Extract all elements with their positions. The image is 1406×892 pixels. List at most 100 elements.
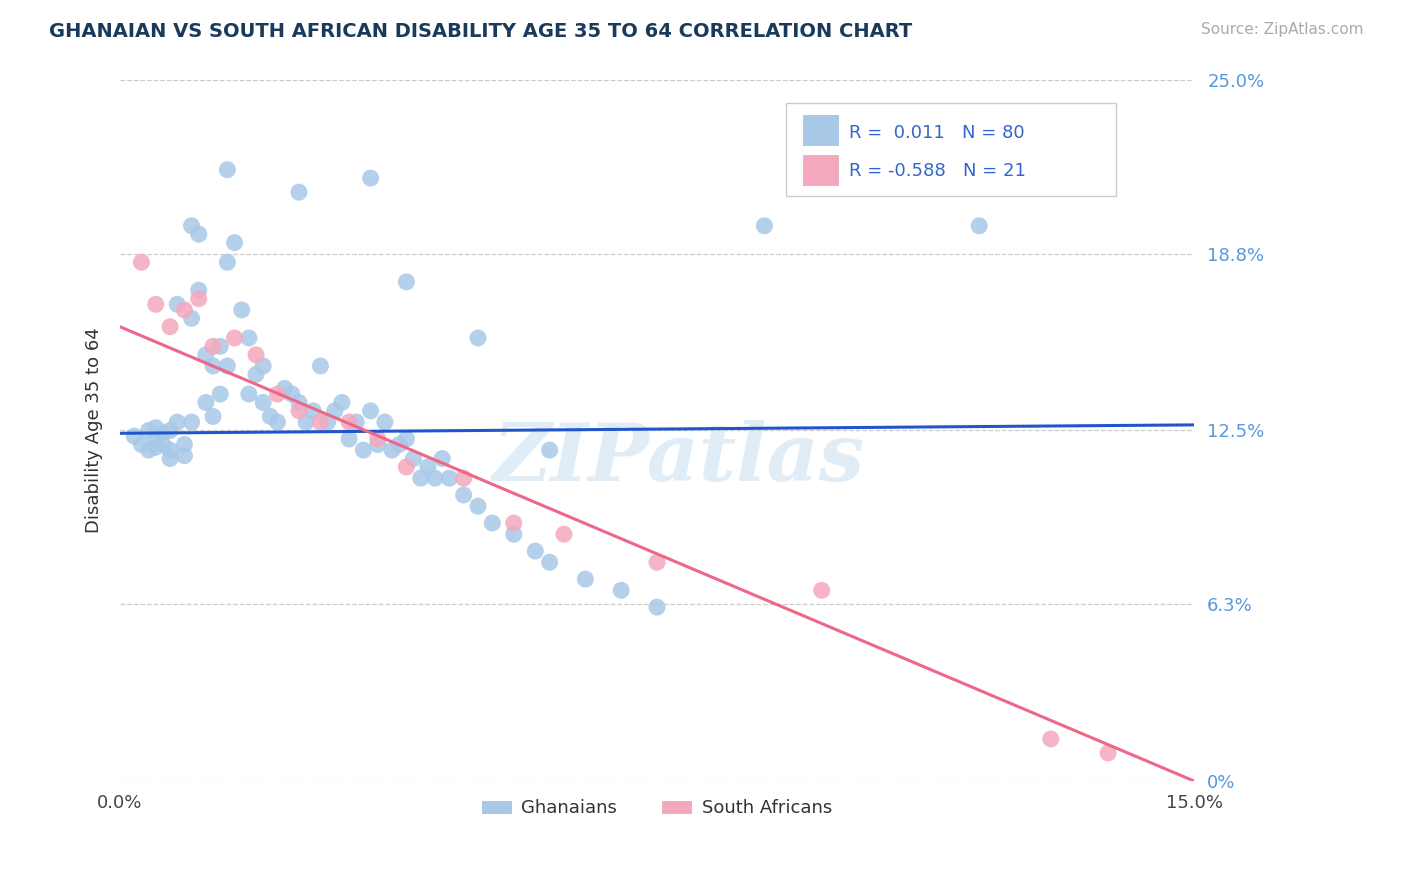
Point xyxy=(360,171,382,186)
Point xyxy=(402,451,425,466)
Point xyxy=(245,348,267,362)
Point xyxy=(538,555,561,569)
Point xyxy=(467,331,489,345)
Point xyxy=(266,387,288,401)
Point xyxy=(309,359,332,373)
Point xyxy=(259,409,281,424)
Point xyxy=(131,437,153,451)
Point xyxy=(344,415,367,429)
Point xyxy=(194,348,217,362)
Point xyxy=(367,437,389,451)
Point xyxy=(202,339,225,353)
Point xyxy=(152,437,174,451)
Point xyxy=(453,471,475,485)
Point xyxy=(166,297,188,311)
Point xyxy=(159,443,181,458)
Point xyxy=(187,292,209,306)
Point xyxy=(352,443,374,458)
Point xyxy=(159,319,181,334)
Point xyxy=(553,527,575,541)
Point xyxy=(252,359,274,373)
Point xyxy=(395,275,418,289)
Point xyxy=(367,432,389,446)
Point xyxy=(173,449,195,463)
Point xyxy=(337,432,360,446)
Point xyxy=(360,404,382,418)
Text: R = -0.588   N = 21: R = -0.588 N = 21 xyxy=(849,162,1026,180)
Point xyxy=(381,443,404,458)
Point xyxy=(295,415,318,429)
Point xyxy=(502,527,524,541)
Point xyxy=(645,600,668,615)
Point xyxy=(309,415,332,429)
Point xyxy=(145,432,167,446)
Point xyxy=(145,297,167,311)
Point xyxy=(152,426,174,441)
Point xyxy=(224,235,246,250)
Point xyxy=(159,451,181,466)
Point xyxy=(416,459,439,474)
Point xyxy=(187,227,209,242)
Point xyxy=(202,409,225,424)
Point xyxy=(610,583,633,598)
Point xyxy=(209,387,232,401)
Point xyxy=(124,429,146,443)
Point xyxy=(173,437,195,451)
Point xyxy=(138,443,160,458)
Point xyxy=(180,219,202,233)
Point xyxy=(145,440,167,454)
Point xyxy=(166,22,188,37)
Point xyxy=(430,451,453,466)
Point xyxy=(645,555,668,569)
Point xyxy=(231,302,253,317)
Point xyxy=(754,219,776,233)
Point xyxy=(238,387,260,401)
Point xyxy=(337,415,360,429)
Point xyxy=(323,404,346,418)
Point xyxy=(481,516,503,530)
Point xyxy=(453,488,475,502)
Point xyxy=(288,395,311,409)
Point xyxy=(1039,731,1062,746)
Point xyxy=(187,283,209,297)
Point xyxy=(245,368,267,382)
Text: GHANAIAN VS SOUTH AFRICAN DISABILITY AGE 35 TO 64 CORRELATION CHART: GHANAIAN VS SOUTH AFRICAN DISABILITY AGE… xyxy=(49,22,912,41)
Point xyxy=(266,415,288,429)
Point xyxy=(273,381,295,395)
Text: R =  0.011   N = 80: R = 0.011 N = 80 xyxy=(849,124,1025,142)
Legend: Ghanaians, South Africans: Ghanaians, South Africans xyxy=(474,792,839,824)
Point xyxy=(330,395,353,409)
Point xyxy=(217,255,239,269)
Point xyxy=(1097,746,1119,760)
Point xyxy=(967,219,990,233)
Point xyxy=(180,415,202,429)
Point xyxy=(502,516,524,530)
Point xyxy=(574,572,596,586)
Point xyxy=(524,544,547,558)
Point xyxy=(302,404,325,418)
Point xyxy=(281,387,304,401)
Point xyxy=(288,404,311,418)
Point xyxy=(409,471,432,485)
Point xyxy=(374,415,396,429)
Point xyxy=(423,471,446,485)
Point xyxy=(173,302,195,317)
Text: ZIPatlas: ZIPatlas xyxy=(492,420,865,497)
Point xyxy=(217,162,239,177)
Point xyxy=(439,471,461,485)
Point xyxy=(166,415,188,429)
Y-axis label: Disability Age 35 to 64: Disability Age 35 to 64 xyxy=(86,327,103,533)
Point xyxy=(810,583,832,598)
Text: Source: ZipAtlas.com: Source: ZipAtlas.com xyxy=(1201,22,1364,37)
Point xyxy=(180,311,202,326)
Point xyxy=(252,395,274,409)
Point xyxy=(159,424,181,438)
Point xyxy=(538,443,561,458)
Point xyxy=(224,331,246,345)
Point xyxy=(145,420,167,434)
Point xyxy=(316,415,339,429)
Point xyxy=(202,359,225,373)
Point xyxy=(395,459,418,474)
Point xyxy=(194,395,217,409)
Point xyxy=(138,424,160,438)
